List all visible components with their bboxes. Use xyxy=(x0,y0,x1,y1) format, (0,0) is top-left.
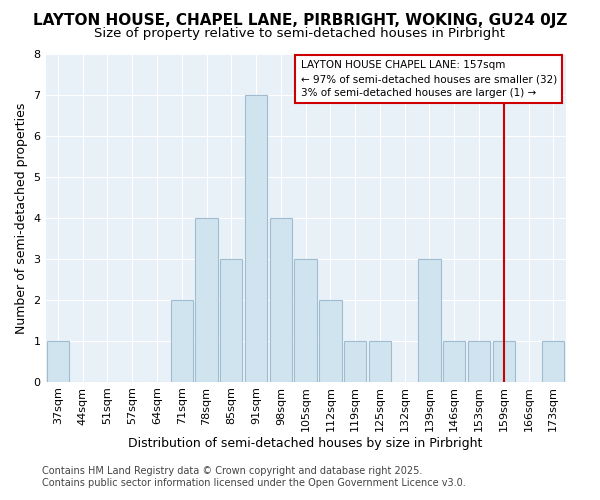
X-axis label: Distribution of semi-detached houses by size in Pirbright: Distribution of semi-detached houses by … xyxy=(128,437,483,450)
Y-axis label: Number of semi-detached properties: Number of semi-detached properties xyxy=(15,102,28,334)
Text: Size of property relative to semi-detached houses in Pirbright: Size of property relative to semi-detach… xyxy=(95,28,505,40)
Bar xyxy=(245,95,267,382)
Bar xyxy=(344,340,366,382)
Bar xyxy=(468,340,490,382)
Bar xyxy=(493,340,515,382)
Bar xyxy=(170,300,193,382)
Bar xyxy=(295,259,317,382)
Text: LAYTON HOUSE CHAPEL LANE: 157sqm
← 97% of semi-detached houses are smaller (32)
: LAYTON HOUSE CHAPEL LANE: 157sqm ← 97% o… xyxy=(301,60,557,98)
Text: LAYTON HOUSE, CHAPEL LANE, PIRBRIGHT, WOKING, GU24 0JZ: LAYTON HOUSE, CHAPEL LANE, PIRBRIGHT, WO… xyxy=(33,12,567,28)
Bar xyxy=(319,300,341,382)
Bar xyxy=(418,259,440,382)
Bar xyxy=(269,218,292,382)
Bar xyxy=(542,340,565,382)
Bar xyxy=(443,340,466,382)
Bar xyxy=(369,340,391,382)
Bar xyxy=(196,218,218,382)
Bar xyxy=(47,340,69,382)
Text: Contains HM Land Registry data © Crown copyright and database right 2025.
Contai: Contains HM Land Registry data © Crown c… xyxy=(42,466,466,487)
Bar xyxy=(220,259,242,382)
